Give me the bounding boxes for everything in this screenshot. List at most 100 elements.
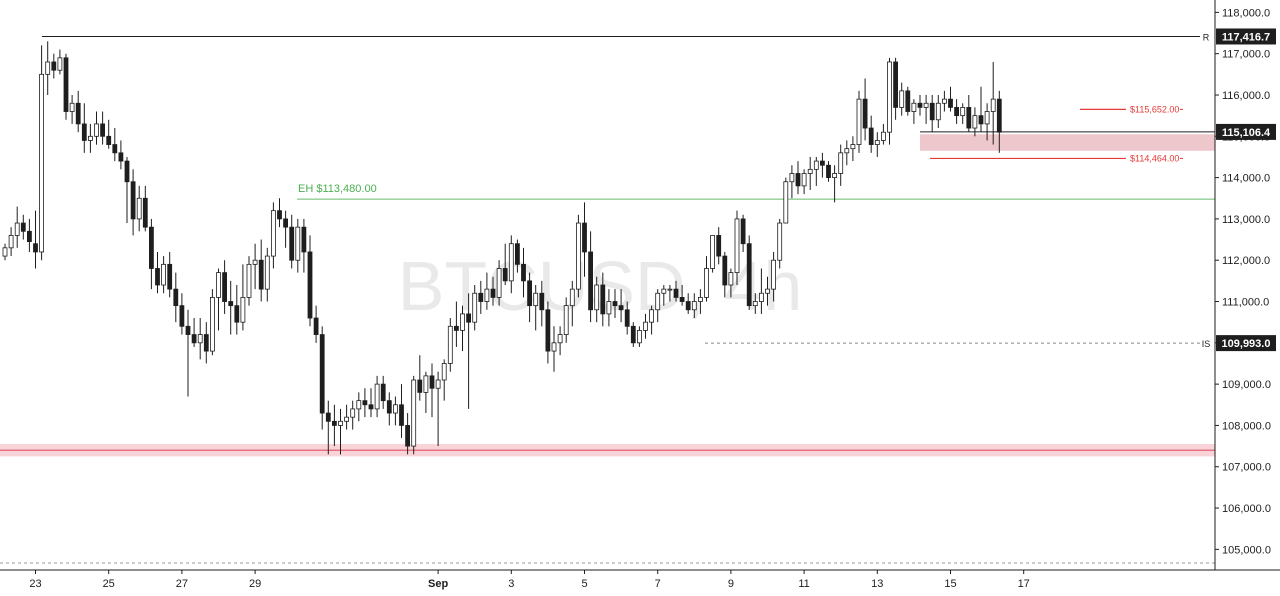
candle[interactable] [203,322,209,364]
candle[interactable] [838,144,844,186]
candle[interactable] [112,128,118,162]
candle[interactable] [887,57,892,145]
candle[interactable] [539,280,545,327]
candle[interactable] [569,280,575,327]
candle[interactable] [405,413,411,455]
candle[interactable] [588,231,593,323]
candle[interactable] [612,289,618,319]
candle[interactable] [917,95,923,116]
candle[interactable] [148,218,154,290]
candle[interactable] [807,156,813,190]
candle[interactable] [850,136,856,162]
candle[interactable] [868,115,874,153]
candle[interactable] [716,227,722,265]
candle[interactable] [124,156,130,224]
candle[interactable] [307,235,313,327]
candle[interactable] [655,289,661,323]
candle[interactable] [313,305,319,343]
candle[interactable] [191,318,197,347]
candle[interactable] [197,318,203,360]
candle[interactable] [942,90,947,112]
candle[interactable] [319,326,325,430]
candle[interactable] [264,247,270,302]
candle[interactable] [746,235,752,310]
candle[interactable] [399,384,404,438]
candle[interactable] [106,119,112,149]
candle[interactable] [624,301,630,335]
candle[interactable] [972,107,978,137]
candle[interactable] [948,86,953,112]
candle[interactable] [618,289,624,323]
candle[interactable] [905,86,911,116]
candle[interactable] [179,293,185,335]
candles-layer[interactable] [2,41,1002,455]
candle[interactable] [33,210,38,269]
candle[interactable] [899,82,905,116]
candle[interactable] [136,185,142,232]
candle[interactable] [820,152,825,178]
candle[interactable] [2,243,8,261]
candle[interactable] [484,272,490,310]
candle[interactable] [557,326,563,356]
candle[interactable] [20,214,26,240]
candle[interactable] [594,276,600,323]
candle[interactable] [94,111,99,145]
candle[interactable] [777,218,783,269]
candle[interactable] [954,99,959,124]
candle[interactable] [252,243,258,290]
candle[interactable] [527,272,532,323]
candle[interactable] [380,375,386,409]
candle[interactable] [490,276,496,306]
candle[interactable] [325,400,331,455]
candle[interactable] [161,256,167,294]
candle[interactable] [911,99,917,124]
candle[interactable] [362,388,368,418]
candle[interactable] [661,285,667,306]
candle[interactable] [301,218,307,273]
candle[interactable] [704,256,709,302]
candle[interactable] [893,57,898,120]
candle[interactable] [246,256,252,306]
candle[interactable] [881,123,886,145]
candle[interactable] [216,268,221,331]
candle[interactable] [240,264,246,331]
candle[interactable] [39,45,44,261]
candle[interactable] [759,268,764,314]
time-axis[interactable]: 23 25 27 29 Sep 3 5 7 9 11 13 15 17 [29,570,1030,590]
price-axis[interactable]: 105,000.0 106,000.0 107,000.0 108,000.0 109,… [1215,7,1276,556]
candle[interactable] [990,61,996,145]
candle[interactable] [45,41,51,95]
candle[interactable] [466,293,472,409]
candle[interactable] [167,251,173,298]
candle[interactable] [88,123,93,153]
candle[interactable] [356,392,362,422]
candle[interactable] [496,260,502,306]
candle[interactable] [69,95,75,124]
candle[interactable] [344,404,350,430]
candle[interactable] [679,285,685,306]
candle[interactable] [795,161,801,195]
candle[interactable] [423,371,429,414]
candle[interactable] [551,326,557,372]
candle[interactable] [649,305,654,335]
candle[interactable] [228,280,234,335]
candle[interactable] [667,285,673,302]
candle[interactable] [441,359,447,401]
candle[interactable] [100,111,105,145]
candle[interactable] [155,251,160,294]
candle[interactable] [81,103,87,153]
candle[interactable] [258,239,264,302]
candle[interactable] [185,309,191,397]
candle[interactable] [521,247,526,298]
candle[interactable] [874,132,880,157]
candle[interactable] [515,239,520,273]
candle[interactable] [118,140,124,170]
candle[interactable] [783,177,789,224]
candle[interactable] [710,235,715,273]
candle[interactable] [142,185,148,232]
candle[interactable] [57,49,63,75]
candle[interactable] [447,318,453,372]
candle[interactable] [374,375,380,418]
candle[interactable] [368,388,374,418]
